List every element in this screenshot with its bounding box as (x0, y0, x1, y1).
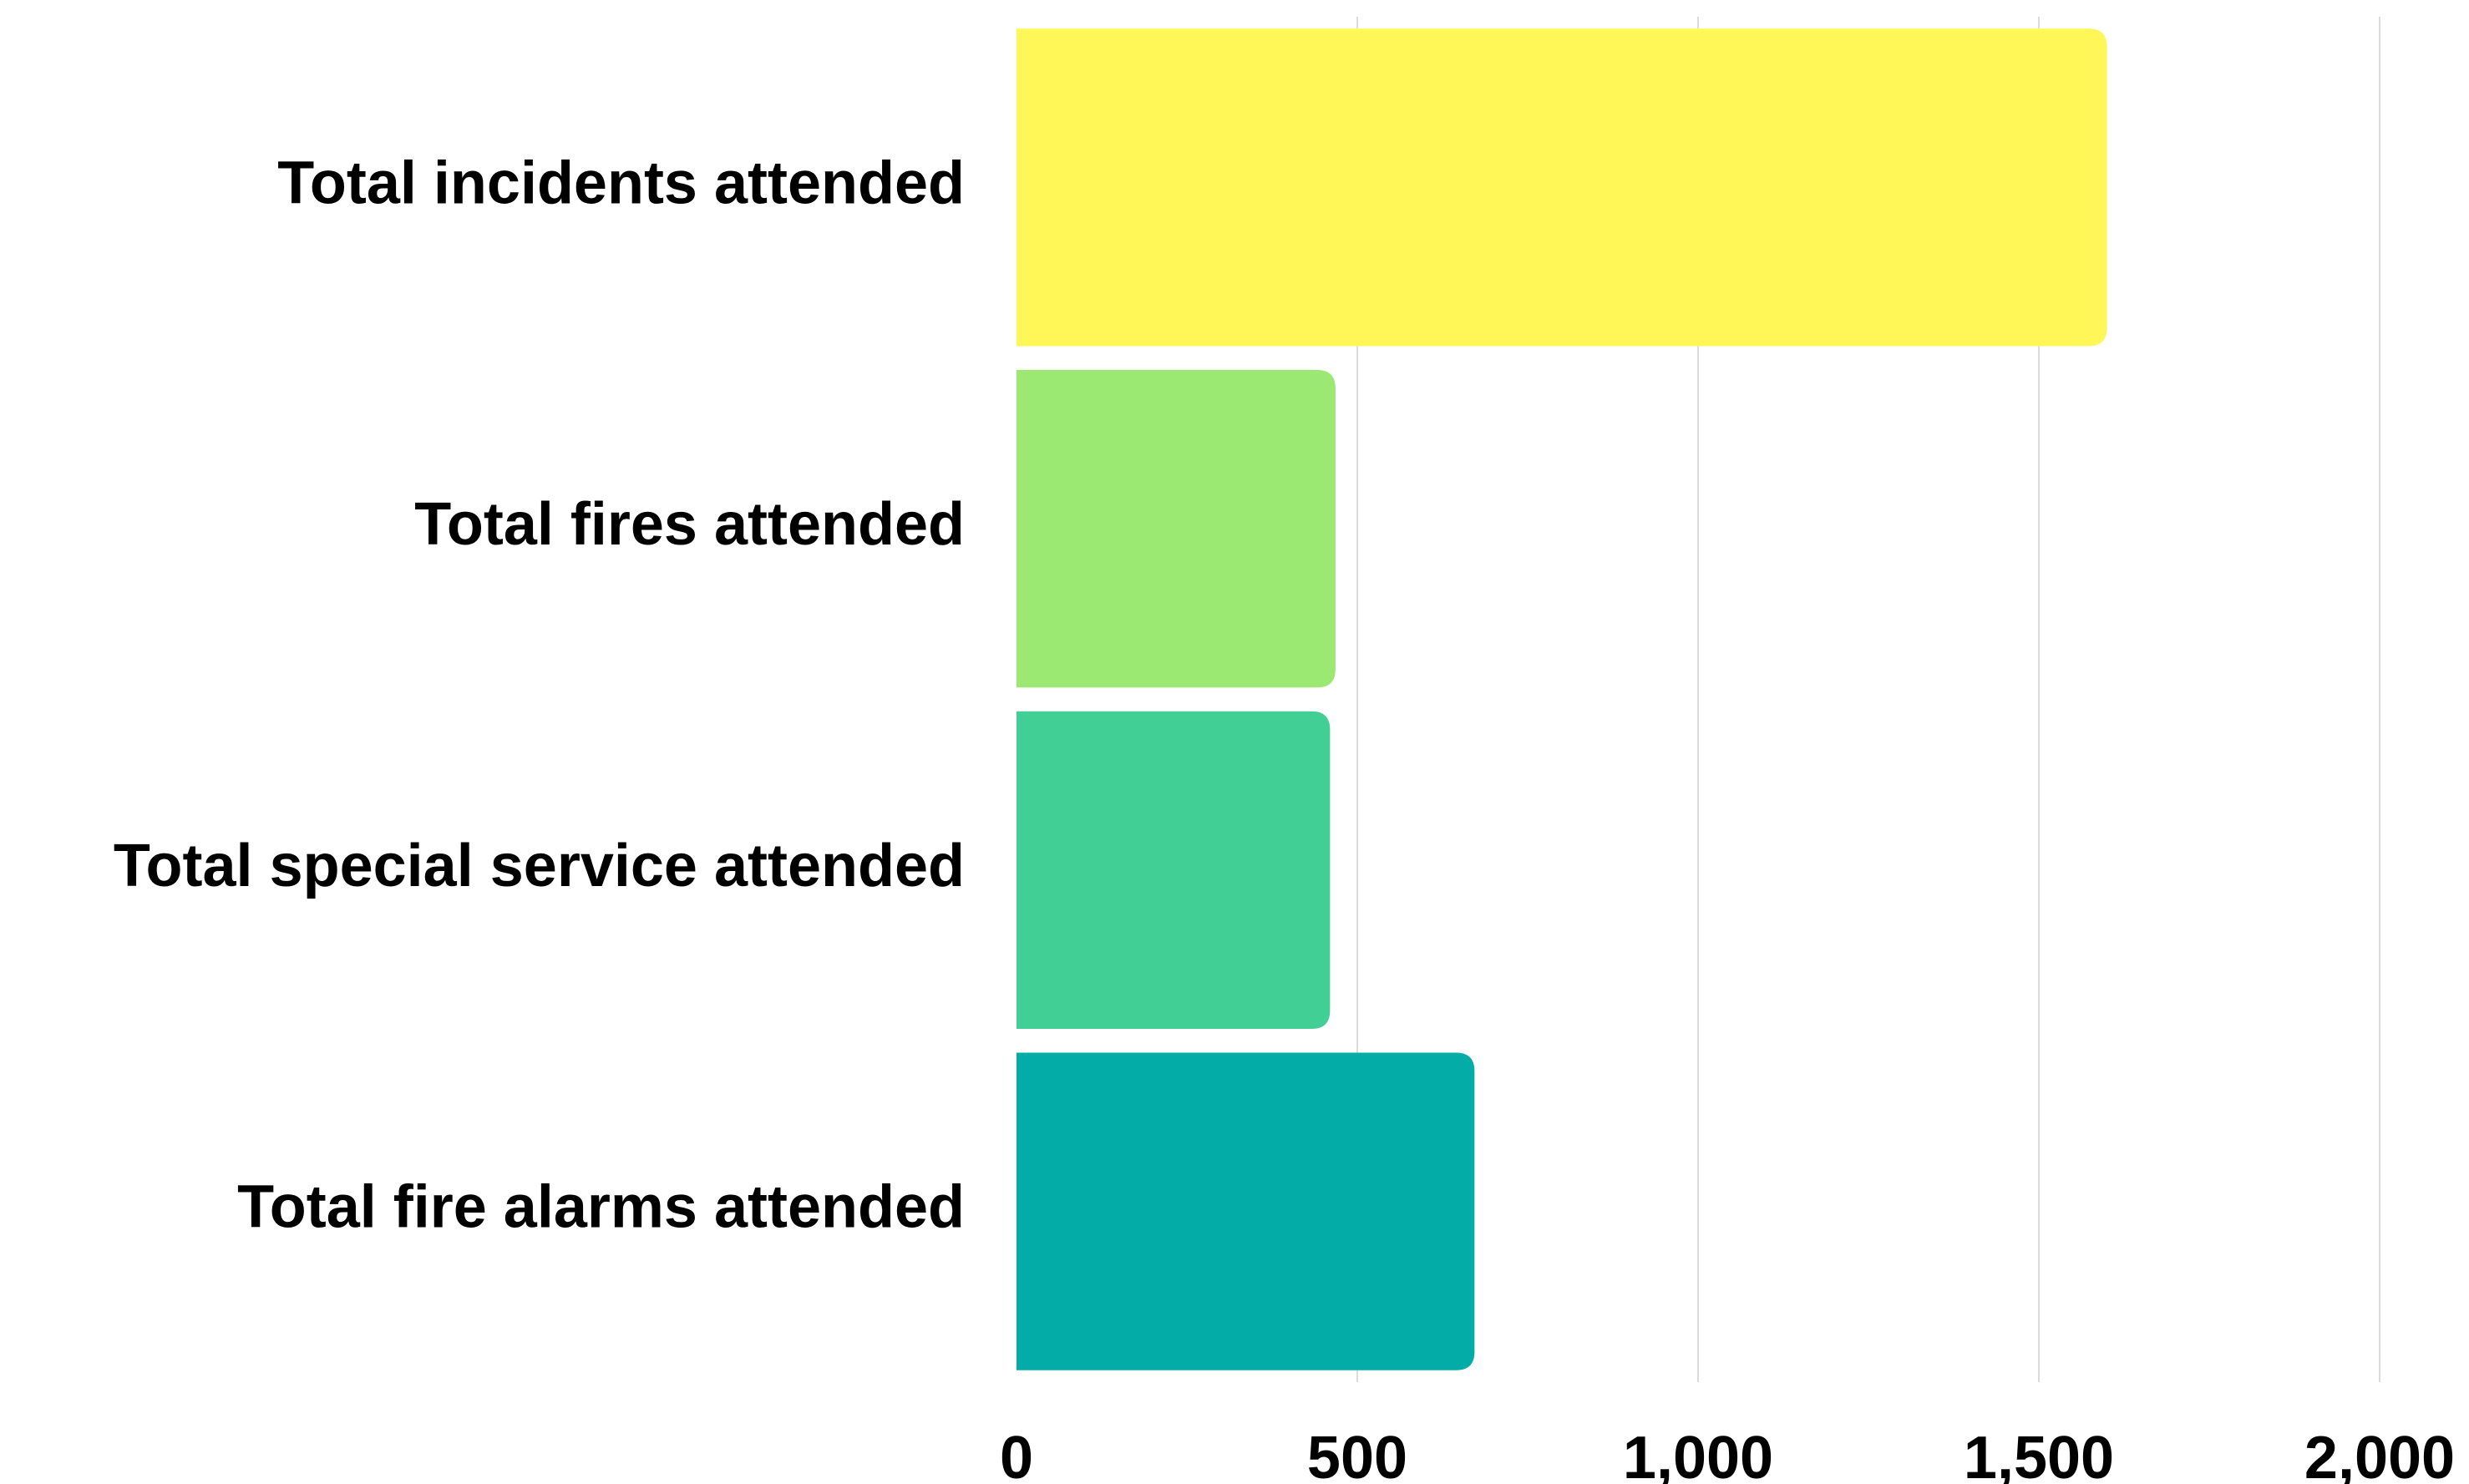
category-label: Total fires attended (414, 491, 965, 558)
category-label: Total fire alarms attended (237, 1174, 965, 1241)
category-label: Total incidents attended (277, 149, 965, 216)
x-tick-label: 1,000 (1623, 1425, 1773, 1484)
category-label: Total special service attended (114, 833, 965, 899)
x-tick-label: 2,000 (2304, 1425, 2455, 1484)
x-axis-tick-labels: 0 500 1,000 1,500 2,000 (1000, 1425, 2455, 1484)
bar-total-fire-alarms-attended (1016, 1052, 1475, 1370)
x-tick-label: 500 (1307, 1425, 1407, 1484)
bars (1016, 28, 2107, 1370)
category-labels: Total incidents attended Total fires atte… (114, 149, 965, 1240)
x-tick-label: 1,500 (1964, 1425, 2114, 1484)
bar-total-special-service-attended (1016, 711, 1331, 1029)
bar-total-incidents-attended (1016, 28, 2107, 347)
x-tick-label: 0 (1000, 1425, 1033, 1484)
bar-total-fires-attended (1016, 370, 1336, 688)
